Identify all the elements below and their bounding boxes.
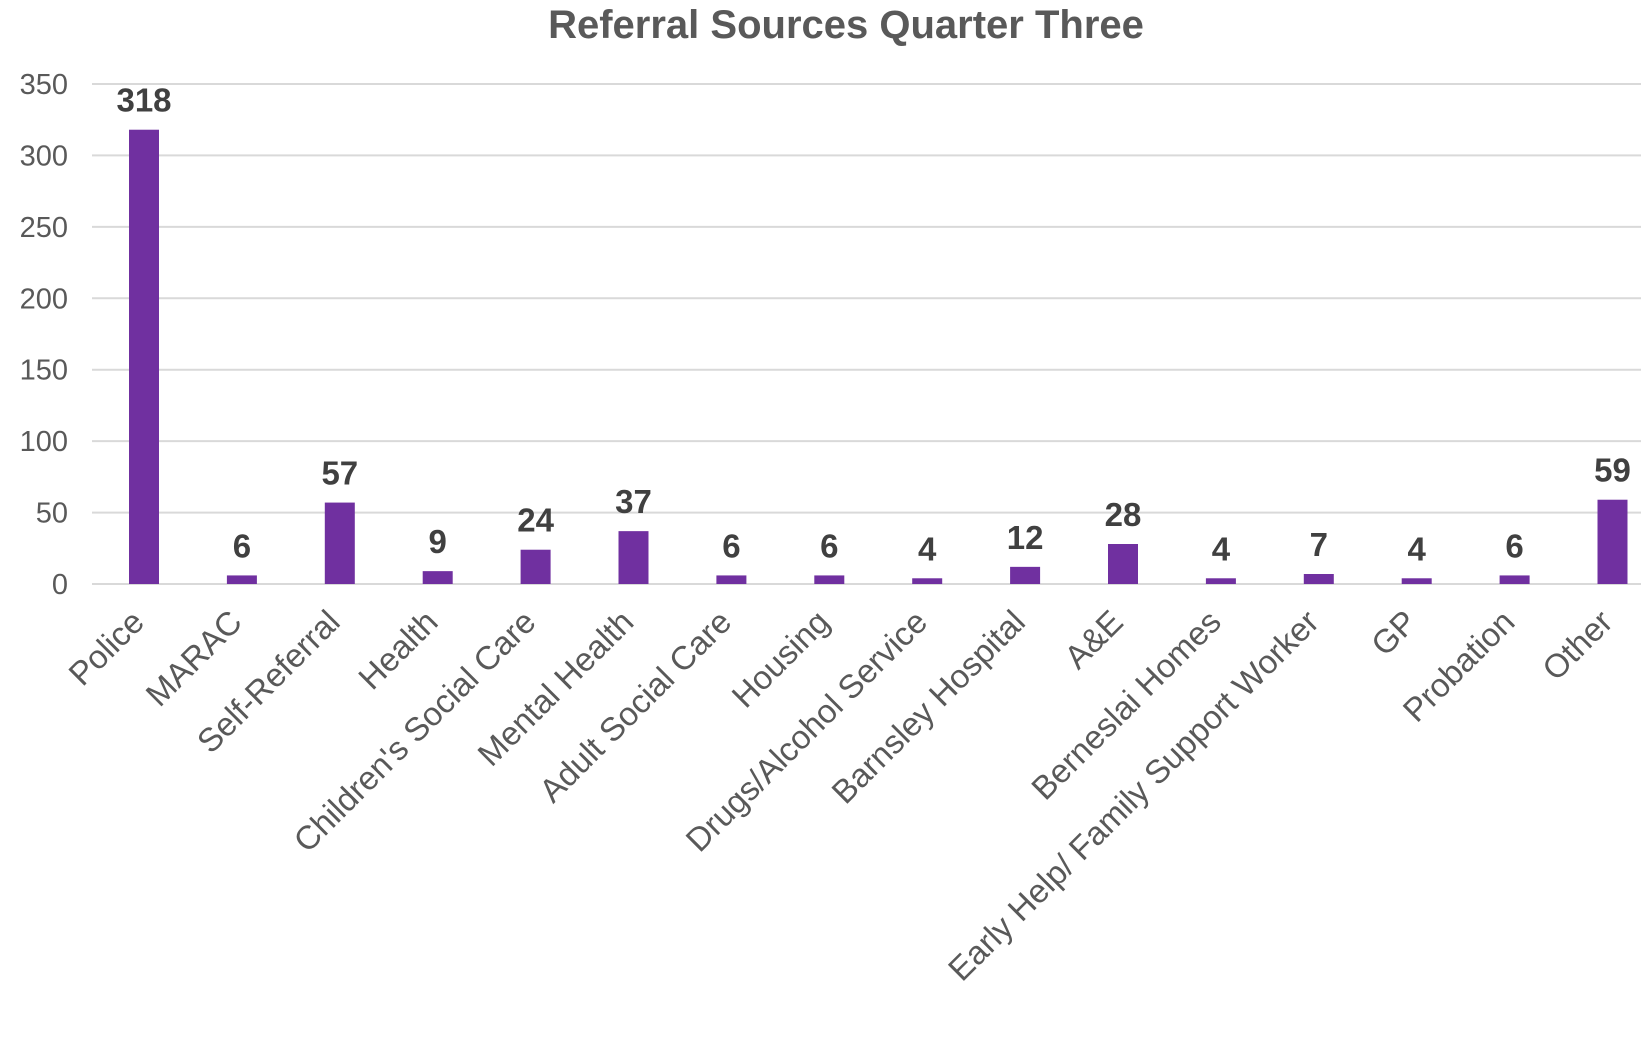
data-label: 57: [321, 455, 358, 492]
y-tick-label: 0: [52, 569, 68, 601]
data-label: 9: [429, 523, 447, 560]
x-tick-label: GP: [1364, 603, 1424, 663]
bar: [618, 531, 649, 584]
data-label: 4: [1212, 530, 1231, 567]
bar: [716, 575, 747, 584]
bar: [520, 549, 551, 584]
y-tick-label: 200: [20, 283, 68, 315]
bar: [814, 575, 845, 584]
y-tick-label: 300: [20, 140, 68, 172]
bar: [226, 575, 257, 584]
data-label: 6: [1505, 527, 1523, 564]
y-axis-ticks: 0 50 100 150 200 250 300 350: [20, 69, 68, 601]
y-tick-label: 100: [20, 426, 68, 458]
bar: [1303, 574, 1334, 584]
data-label: 7: [1310, 526, 1328, 563]
data-label: 318: [116, 82, 171, 119]
y-tick-label: 150: [20, 355, 68, 387]
chart-title: Referral Sources Quarter Three: [548, 3, 1144, 47]
bar: [422, 571, 453, 584]
data-label: 4: [1408, 530, 1427, 567]
data-labels: 318 6 57 9 24 37 6 6 4 12 28 4 7 4 6 59: [116, 82, 1630, 568]
y-tick-label: 50: [36, 498, 68, 530]
data-label: 59: [1594, 452, 1631, 489]
x-tick-label: Other: [1535, 603, 1620, 688]
x-tick-label: A&E: [1057, 603, 1130, 676]
bar: [1010, 566, 1041, 584]
data-label: 4: [918, 530, 937, 567]
bar: [1205, 578, 1236, 584]
bar: [129, 129, 159, 584]
y-tick-label: 250: [20, 212, 68, 244]
data-label: 6: [233, 527, 251, 564]
y-tick-label: 350: [20, 69, 68, 101]
data-label: 37: [615, 483, 652, 520]
x-tick-label: Health: [351, 603, 445, 697]
x-tick-label: Police: [61, 603, 151, 693]
bar: [1597, 499, 1628, 584]
bar: [912, 578, 943, 584]
gridlines: [92, 83, 1641, 585]
data-label: 6: [722, 527, 740, 564]
bars: [129, 129, 1628, 584]
bar: [1401, 578, 1432, 584]
data-label: 28: [1105, 496, 1142, 533]
data-label: 12: [1007, 519, 1044, 556]
bar: [1499, 575, 1530, 584]
bar: [1108, 544, 1138, 584]
bar: [324, 502, 355, 584]
data-label: 24: [517, 502, 554, 539]
data-label: 6: [820, 527, 838, 564]
